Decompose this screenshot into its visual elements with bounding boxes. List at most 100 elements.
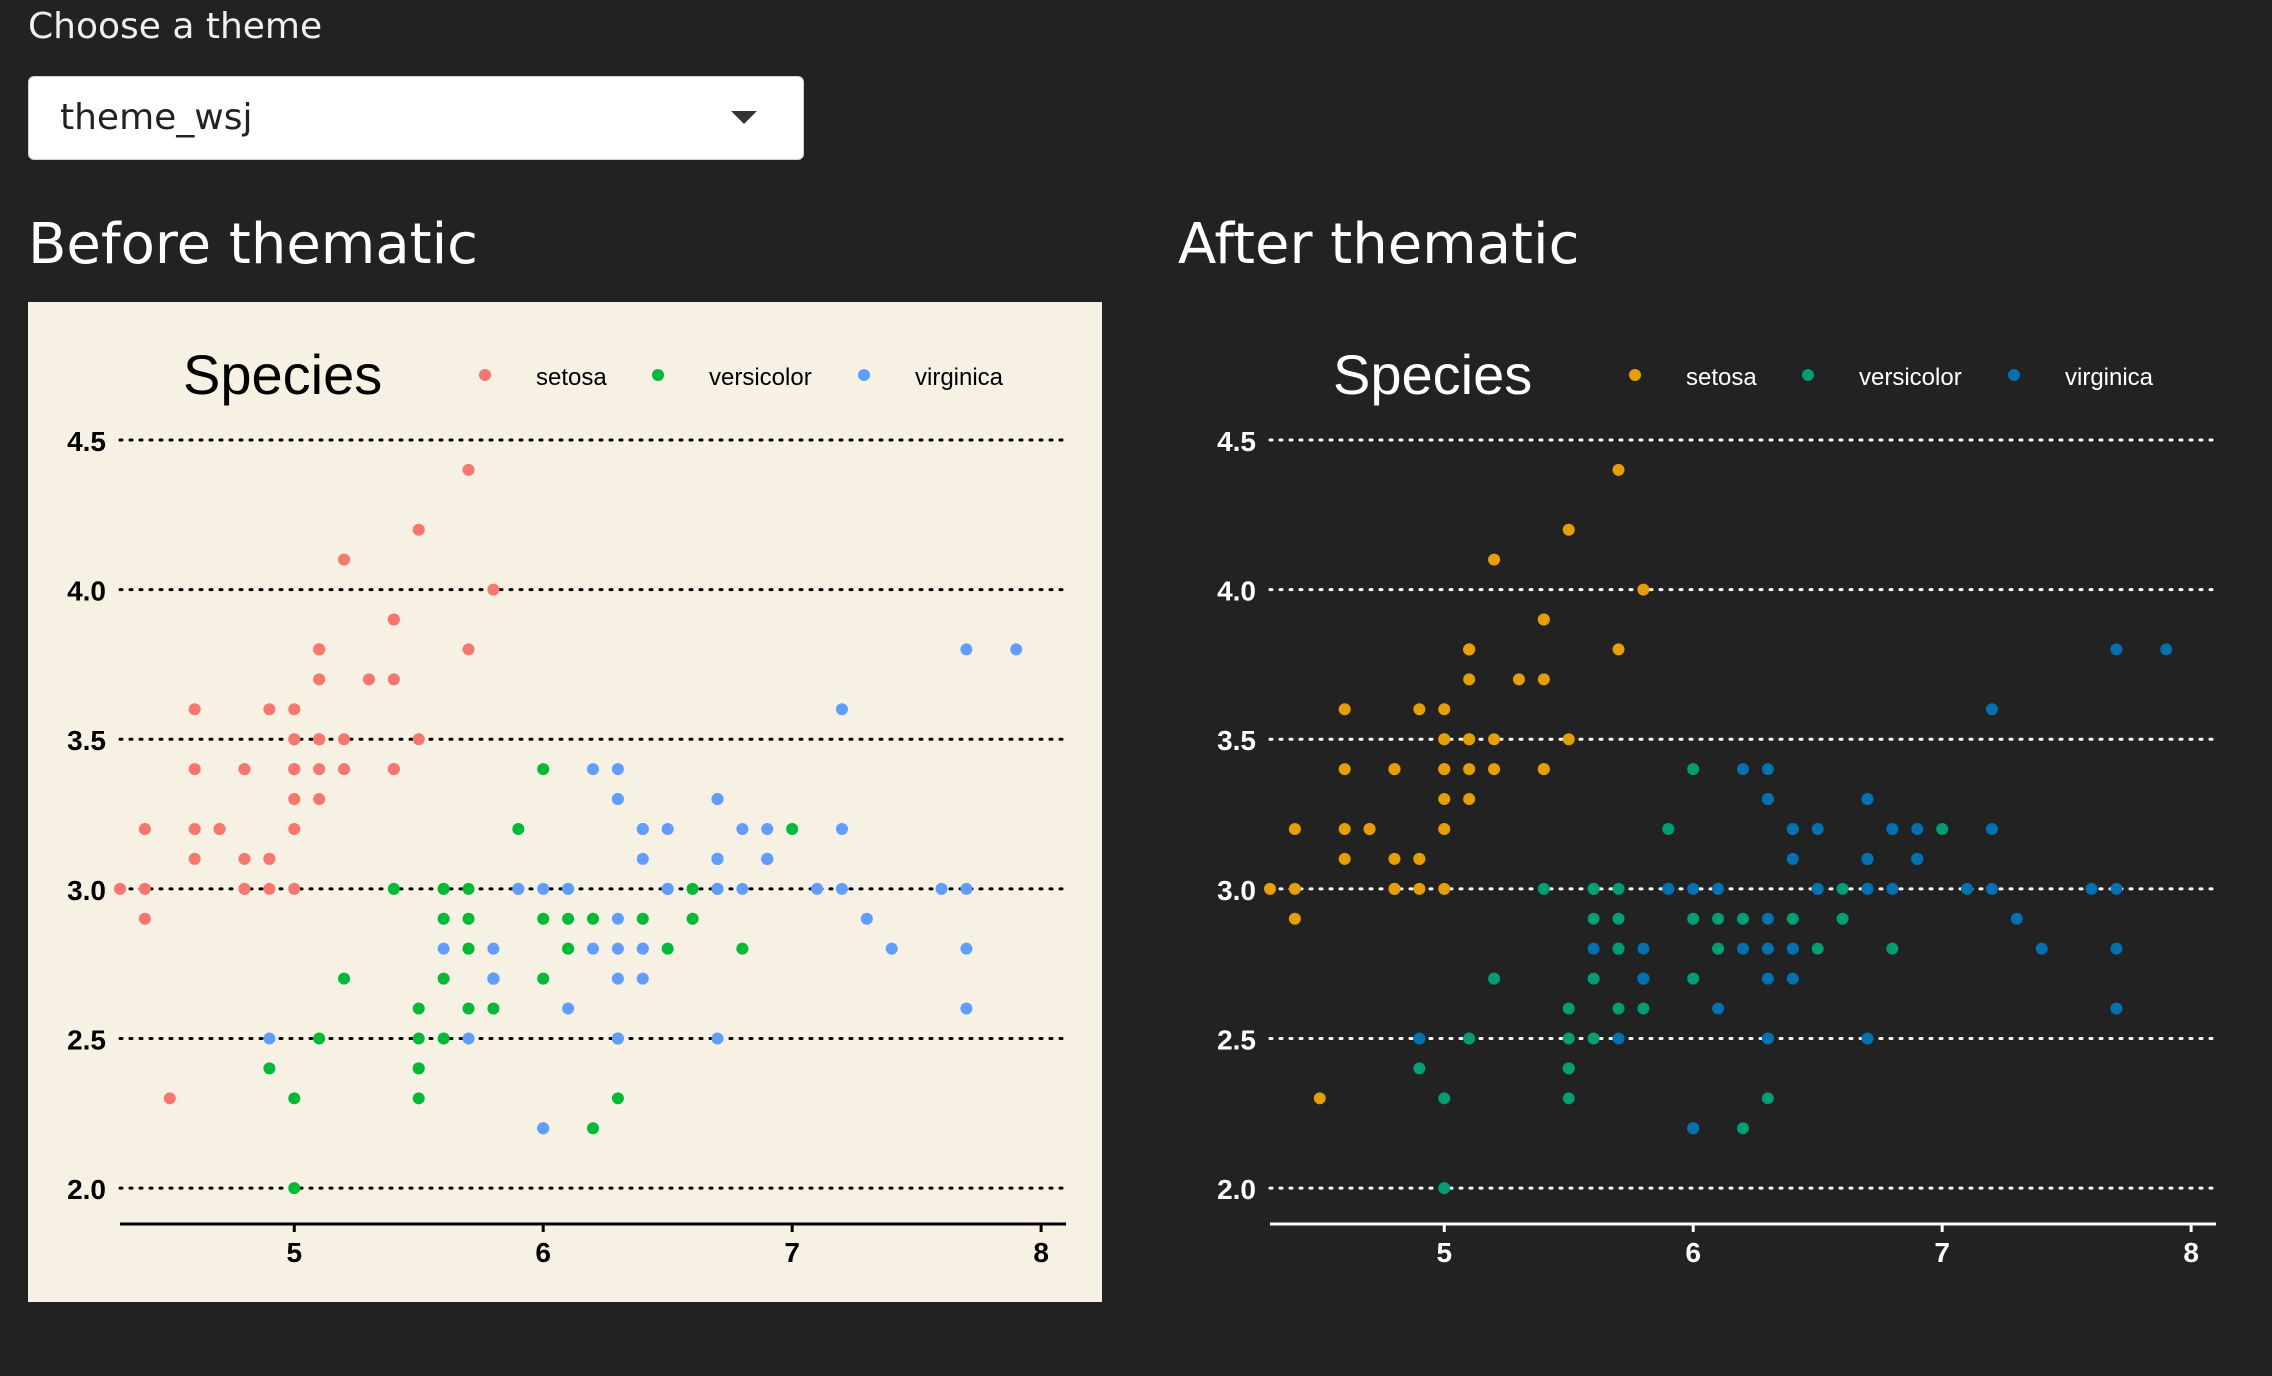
point-virginica (761, 852, 774, 865)
point-setosa (238, 852, 251, 865)
point-virginica (736, 882, 749, 895)
point-setosa (1288, 882, 1301, 895)
theme-select[interactable]: theme_wsj (28, 76, 804, 160)
point-setosa (288, 793, 301, 806)
point-setosa (1537, 613, 1550, 626)
point-versicolor (1687, 972, 1700, 985)
point-virginica (537, 1122, 550, 1135)
point-versicolor (786, 822, 799, 835)
point-versicolor (1612, 912, 1625, 925)
point-virginica (1811, 822, 1824, 835)
point-setosa (138, 822, 151, 835)
point-setosa (288, 822, 301, 835)
point-versicolor (1737, 912, 1749, 925)
point-setosa (338, 763, 351, 776)
point-setosa (1264, 882, 1276, 895)
point-virginica (1637, 942, 1650, 955)
point-virginica (860, 912, 873, 925)
point-virginica (661, 822, 674, 835)
point-virginica (462, 1032, 475, 1045)
point-virginica (2010, 912, 2023, 925)
x-tick-label: 8 (2183, 1237, 2199, 1268)
point-versicolor (1637, 1002, 1650, 1015)
point-virginica (487, 942, 500, 955)
point-virginica (611, 793, 624, 806)
point-virginica (1761, 912, 1774, 925)
y-tick-label: 3.5 (1217, 725, 1256, 756)
point-versicolor (487, 1002, 500, 1015)
point-virginica (885, 942, 898, 955)
point-setosa (1488, 763, 1501, 776)
point-setosa (1338, 852, 1351, 865)
point-versicolor (1413, 1062, 1426, 1075)
point-versicolor (611, 1092, 624, 1105)
point-versicolor (1562, 1002, 1575, 1015)
point-setosa (338, 553, 351, 566)
point-setosa (288, 733, 301, 746)
point-virginica (1985, 882, 1998, 895)
point-setosa (338, 733, 351, 746)
x-tick-label: 5 (1436, 1237, 1452, 1268)
point-versicolor (587, 1122, 599, 1135)
point-virginica (1712, 882, 1725, 895)
point-setosa (138, 882, 151, 895)
point-setosa (1512, 673, 1525, 686)
legend-label-setosa: setosa (1686, 364, 1757, 391)
point-virginica (1886, 822, 1899, 835)
point-setosa (313, 643, 326, 656)
point-setosa (1338, 822, 1351, 835)
y-tick-label: 2.0 (67, 1174, 106, 1205)
point-virginica (1712, 1002, 1725, 1015)
point-setosa (387, 763, 400, 776)
point-setosa (263, 852, 276, 865)
point-versicolor (1562, 1092, 1575, 1105)
point-virginica (636, 972, 649, 985)
point-versicolor (736, 942, 749, 955)
point-setosa (1338, 763, 1351, 776)
point-setosa (1338, 703, 1351, 716)
point-setosa (1313, 1092, 1326, 1105)
point-virginica (2160, 643, 2173, 656)
legend-label-setosa: setosa (536, 364, 607, 391)
point-versicolor (462, 1002, 475, 1015)
point-versicolor (537, 972, 550, 985)
x-tick-label: 6 (535, 1237, 551, 1268)
point-virginica (1861, 1032, 1874, 1045)
x-tick-label: 7 (784, 1237, 800, 1268)
point-versicolor (1886, 942, 1899, 955)
point-versicolor (387, 882, 400, 895)
point-versicolor (1587, 1032, 1600, 1045)
point-virginica (960, 882, 973, 895)
point-versicolor (1612, 1002, 1625, 1015)
point-setosa (313, 673, 326, 686)
point-setosa (362, 673, 375, 686)
caret-down-icon[interactable] (731, 111, 757, 124)
legend-label-versicolor: versicolor (1859, 364, 1962, 391)
before-plot-panel: Species setosa versicolor virginica 2.0 2.5 3.… (28, 302, 1102, 1302)
point-setosa (238, 882, 251, 895)
point-setosa (462, 463, 475, 476)
point-setosa (138, 912, 151, 925)
point-virginica (711, 793, 724, 806)
point-versicolor (1786, 912, 1799, 925)
point-setosa (188, 852, 201, 865)
point-versicolor (1662, 822, 1675, 835)
point-setosa (1413, 852, 1426, 865)
legend-key-setosa (479, 369, 491, 381)
point-virginica (1786, 972, 1799, 985)
y-tick-label: 4.0 (1217, 576, 1256, 607)
point-virginica (1010, 643, 1023, 656)
point-versicolor (412, 1002, 425, 1015)
point-versicolor (1587, 882, 1600, 895)
point-versicolor (462, 942, 475, 955)
point-virginica (587, 763, 599, 776)
point-versicolor (537, 912, 550, 925)
point-versicolor (1712, 942, 1725, 955)
point-setosa (263, 882, 276, 895)
point-versicolor (1488, 972, 1501, 985)
point-virginica (1761, 1032, 1774, 1045)
legend-key-versicolor (652, 369, 664, 381)
point-versicolor (1612, 942, 1625, 955)
point-virginica (537, 882, 550, 895)
point-versicolor (288, 1182, 301, 1195)
